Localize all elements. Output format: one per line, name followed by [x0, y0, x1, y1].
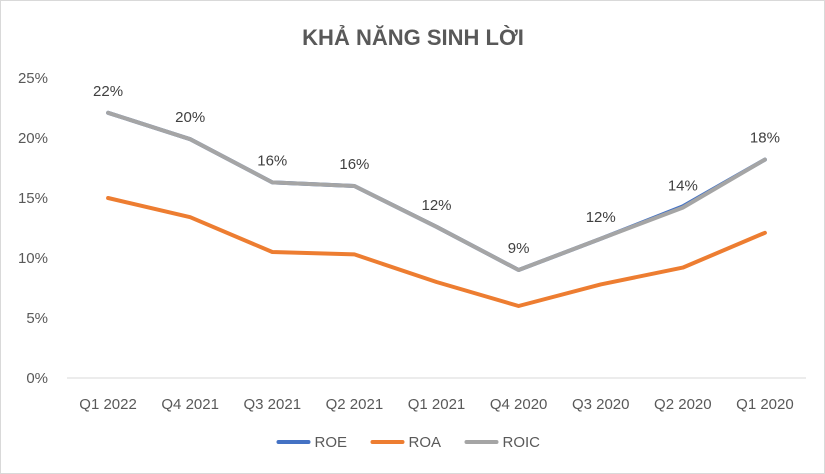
series-line-roe — [106, 110, 767, 272]
y-tick-label: 0% — [26, 370, 48, 387]
y-tick-label: 25% — [18, 70, 48, 87]
x-tick-label: Q1 2021 — [408, 396, 466, 413]
data-label: 9% — [508, 240, 530, 257]
data-label: 18% — [750, 130, 780, 147]
x-tick-label: Q2 2021 — [326, 396, 384, 413]
legend-label-roic: ROIC — [503, 434, 541, 451]
y-tick-label: 5% — [26, 310, 48, 327]
x-tick-label: Q3 2020 — [572, 396, 630, 413]
legend-label-roa: ROA — [409, 434, 442, 451]
data-label: 20% — [175, 109, 205, 126]
x-tick-label: Q3 2021 — [244, 396, 302, 413]
data-label: 16% — [257, 152, 287, 169]
y-tick-label: 15% — [18, 190, 48, 207]
y-tick-label: 20% — [18, 130, 48, 147]
x-tick-label: Q2 2020 — [654, 396, 712, 413]
data-label: 16% — [339, 156, 369, 173]
x-tick-label: Q1 2022 — [79, 396, 137, 413]
series-line-roic — [106, 110, 767, 272]
y-tick-label: 10% — [18, 250, 48, 267]
y-axis-ticks: 0% 5% 10% 15% 20% 25% — [18, 70, 48, 387]
data-label: 12% — [421, 197, 451, 214]
data-labels: 22% 20% 16% 16% 12% 9% 12% 14% 18% — [93, 83, 780, 257]
data-label: 22% — [93, 83, 123, 100]
x-tick-label: Q1 2020 — [736, 396, 794, 413]
chart-title: KHẢ NĂNG SINH LỜI — [302, 25, 524, 50]
legend-label-roe: ROE — [315, 434, 348, 451]
series-line-roa — [106, 196, 767, 308]
x-tick-label: Q4 2021 — [161, 396, 219, 413]
data-label: 14% — [668, 178, 698, 195]
series-lines — [106, 110, 767, 308]
x-axis-ticks: Q1 2022 Q4 2021 Q3 2021 Q2 2021 Q1 2021 Q4 20… — [79, 396, 793, 413]
x-tick-label: Q4 2020 — [490, 396, 548, 413]
data-label: 12% — [586, 209, 616, 226]
legend: ROE ROA ROIC — [276, 434, 541, 451]
